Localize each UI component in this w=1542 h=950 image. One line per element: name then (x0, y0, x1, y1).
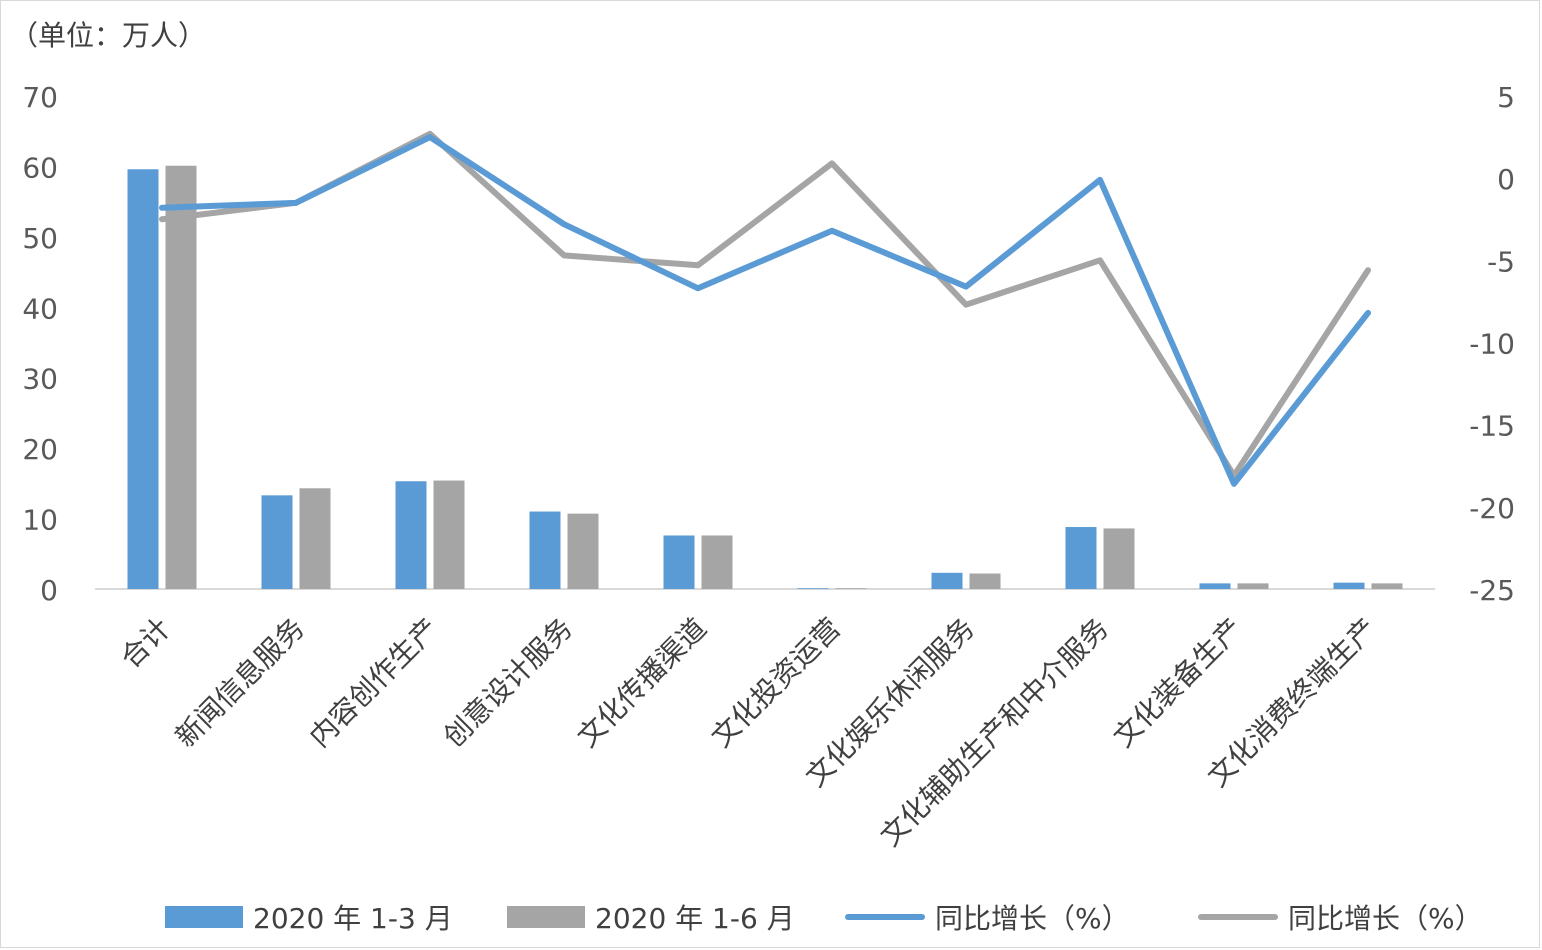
legend-swatch-line-2 (1198, 914, 1278, 920)
legend-label-bar-2: 2020 年 1-6 月 (595, 902, 795, 935)
legend-item-bar-1: 2020 年 1-3 月 (165, 893, 453, 941)
bar-s1-1 (261, 495, 293, 589)
right-axis-ticks: -25 -20 -15 -10 -5 0 5 (1469, 81, 1515, 607)
legend-label-line-1: 同比增长（%） (935, 902, 1130, 935)
category-label-0: 合计 (114, 612, 177, 675)
line-series-1 (159, 134, 1371, 487)
bar-s2-1 (299, 488, 331, 589)
bar-s1-8 (1199, 583, 1231, 589)
line-series-2 (159, 130, 1371, 479)
bar-s2-0 (165, 165, 197, 589)
left-tick-label-2: 20 (22, 433, 58, 466)
bar-s2-6 (969, 573, 1001, 589)
bar-s2-3 (567, 513, 599, 589)
right-tick-label-2: -15 (1469, 410, 1515, 443)
legend-swatch-bar-1 (165, 906, 243, 928)
bar-s2-9 (1371, 583, 1403, 589)
legend-label-line-2: 同比增长（%） (1288, 902, 1483, 935)
legend-item-line-2: 同比增长（%） (1198, 893, 1483, 941)
right-tick-label-0: -25 (1469, 574, 1515, 607)
bar-s2-2 (433, 480, 465, 589)
legend-swatch-bar-2 (507, 906, 585, 928)
category-label-1: 新闻信息服务 (169, 612, 311, 754)
bar-s1-9 (1333, 582, 1365, 589)
legend-item-bar-2: 2020 年 1-6 月 (507, 893, 795, 941)
bar-s1-0 (127, 169, 159, 589)
legend: 2020 年 1-3 月 2020 年 1-6 月 同比增长（%） 同比增长（%… (0, 893, 1542, 941)
category-labels: 合计新闻信息服务内容创作生产创意设计服务文化传播渠道文化投资运营文化娱乐休闲服务… (114, 612, 1383, 853)
left-tick-label-0: 0 (40, 574, 58, 607)
lines-group (159, 130, 1371, 487)
category-label-5: 文化投资运营 (705, 612, 847, 754)
bar-s1-4 (663, 535, 695, 589)
category-label-8: 文化装备生产 (1107, 612, 1249, 754)
category-label-3: 创意设计服务 (437, 612, 579, 754)
chart-svg: 0 10 20 30 40 50 60 70 -25 -20 -15 -10 -5 0 5 合计新闻信息服… (22, 81, 1515, 853)
right-tick-label-6: 5 (1497, 81, 1515, 114)
left-tick-label-4: 40 (22, 292, 58, 325)
left-axis-ticks: 0 10 20 30 40 50 60 70 (22, 81, 58, 607)
left-tick-label-3: 30 (22, 363, 58, 396)
legend-swatch-line-1 (845, 914, 925, 920)
unit-label: （单位：万人） (10, 19, 207, 52)
left-tick-label-7: 70 (22, 81, 58, 114)
right-tick-label-3: -10 (1469, 328, 1515, 361)
legend-item-line-1: 同比增长（%） (845, 893, 1130, 941)
bar-s1-3 (529, 511, 561, 589)
left-tick-label-6: 60 (22, 151, 58, 184)
category-label-4: 文化传播渠道 (571, 612, 713, 754)
category-label-2: 内容创作生产 (303, 612, 445, 754)
bar-s1-5 (797, 588, 829, 589)
right-tick-label-4: -5 (1487, 245, 1515, 278)
category-label-7: 文化辅助生产和中介服务 (874, 612, 1115, 853)
right-tick-label-5: 0 (1497, 163, 1515, 196)
bar-s1-7 (1065, 527, 1097, 589)
left-tick-label-5: 50 (22, 222, 58, 255)
bar-s2-7 (1103, 528, 1135, 589)
bar-s2-5 (835, 588, 867, 589)
bar-s2-4 (701, 535, 733, 589)
bar-s1-2 (395, 481, 427, 589)
bar-s2-8 (1237, 583, 1269, 589)
left-tick-label-1: 10 (22, 504, 58, 537)
bars-group (127, 165, 1403, 589)
bar-s1-6 (931, 572, 963, 589)
legend-label-bar-1: 2020 年 1-3 月 (253, 902, 453, 935)
right-tick-label-1: -20 (1469, 492, 1515, 525)
